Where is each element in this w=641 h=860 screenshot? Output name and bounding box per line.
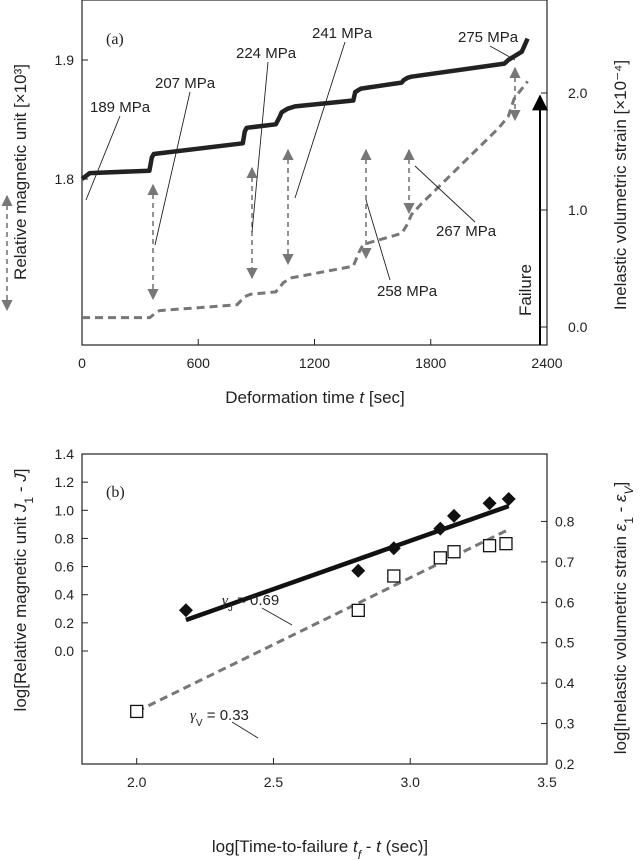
gamma-j-label: γJ = 0.69: [222, 592, 279, 614]
data-point-j: [433, 521, 448, 536]
data-point-v: [447, 545, 461, 559]
data-point-j: [351, 563, 366, 578]
panel-b-y2-tick-label: 0.2: [555, 756, 575, 772]
stress-label: 207 MPa: [155, 75, 216, 92]
panel-a-x-tick-label: 600: [187, 355, 211, 371]
panel-b-y2-axis-label: log[Inelastic volumetric strain ε1 - εV]: [611, 482, 636, 755]
panel-b-chart: (b) γJ = 0.69 γV = 0.33 2.0 2.5 3.0 3.5 0.0 0.…: [11, 446, 636, 860]
panel-b-x-tick-label: 3.0: [401, 774, 421, 790]
panel-a-y-axis-label: Relative magnetic unit [×10³]: [11, 64, 30, 280]
stress-label-leader: [251, 61, 269, 233]
panel-b-y-axis-label: log[Relative magnetic unit J1 - J]: [11, 469, 36, 712]
stress-label-leader: [365, 199, 391, 281]
failure-label: Failure: [516, 264, 535, 316]
data-point-j: [482, 496, 497, 511]
panel-b-y2-tick-label: 0.8: [555, 513, 575, 529]
stress-label: 189 MPa: [90, 99, 151, 116]
stress-label: 275 MPa: [458, 29, 519, 46]
data-point-v: [499, 537, 513, 551]
panel-a-y-tick-label: 1.8: [55, 171, 75, 187]
stress-label-leader: [154, 91, 191, 246]
panel-b-y-tick-label: 1.0: [55, 502, 75, 518]
data-point-j: [501, 492, 516, 507]
data-point-v: [387, 569, 401, 583]
panel-b-x-tick-label: 2.0: [127, 774, 147, 790]
panel-b-x-axis-label: log[Time-to-failure tf - t (sec)]: [212, 837, 428, 860]
stress-label-leader: [489, 45, 516, 61]
panel-a-y2-tick-label: 1.0: [568, 202, 588, 218]
panel-b-y2-tick-label: 0.4: [555, 675, 575, 691]
panel-a-x-tick-label: 1800: [415, 355, 446, 371]
panel-a-x-axis-label: Deformation time t [sec]: [225, 388, 405, 407]
fit-label-leader: [261, 607, 293, 626]
stress-label: 267 MPa: [436, 223, 497, 240]
panel-b-y2-tick-label: 0.6: [555, 594, 575, 610]
volumetric-strain-curve: [82, 80, 529, 320]
stress-label-leader: [294, 41, 346, 199]
panel-b-y-tick-label: 0.4: [55, 587, 75, 603]
panel-b-y-tick-label: 1.2: [55, 474, 75, 490]
panel-b-x-tick-label: 2.5: [264, 774, 284, 790]
panel-b-frame: [81, 453, 548, 765]
panel-b-y2-tick-label: 0.7: [555, 554, 575, 570]
panel-b-y2-tick-label: 0.5: [555, 635, 575, 651]
panel-a-x-tick-label: 0: [78, 355, 86, 371]
stress-label: 241 MPa: [312, 25, 373, 42]
data-point-j: [447, 508, 461, 523]
panel-b-y2-tick-label: 0.3: [555, 716, 575, 732]
panel-b-y-tick-label: 0.6: [55, 559, 75, 575]
panel-b-y-tick-label: 1.4: [55, 446, 75, 462]
stress-label: 258 MPa: [377, 283, 438, 300]
panel-b-y-tick-label: 0.2: [55, 615, 75, 631]
panel-b-y-tick-label: 0.0: [55, 643, 75, 659]
panel-a-x-tick-label: 2400: [531, 355, 562, 371]
stress-label-leader: [414, 165, 476, 223]
stress-label-leader: [85, 115, 121, 201]
data-point-v: [130, 704, 144, 719]
panel-b-label: (b): [106, 484, 125, 501]
data-point-j: [178, 603, 193, 618]
panel-a-frame: [81, 0, 548, 346]
fit-label-leader: [231, 721, 259, 739]
fit-line-j: [185, 503, 510, 623]
panel-b-y-tick-label: 0.8: [55, 530, 75, 546]
stress-label: 224 MPa: [236, 45, 297, 62]
data-point-j: [386, 541, 401, 556]
panel-a-y2-tick-label: 0.0: [568, 319, 588, 335]
gamma-v-label: γV = 0.33: [190, 707, 249, 729]
magnetic-unit-curve: [80, 37, 530, 181]
panel-a-y2-tick-label: 2.0: [568, 85, 588, 101]
data-point-v: [433, 551, 447, 565]
panel-a-y2-axis-label: Inelastic volumetric strain [×10⁻⁴]: [611, 60, 630, 310]
panel-a-y-tick-label: 1.9: [55, 52, 75, 68]
panel-a-label: (a): [106, 31, 124, 48]
panel-a-x-tick-label: 1200: [299, 355, 330, 371]
data-point-v: [351, 603, 365, 618]
panel-b-x-tick-label: 3.5: [537, 774, 557, 790]
data-point-v: [482, 539, 497, 553]
